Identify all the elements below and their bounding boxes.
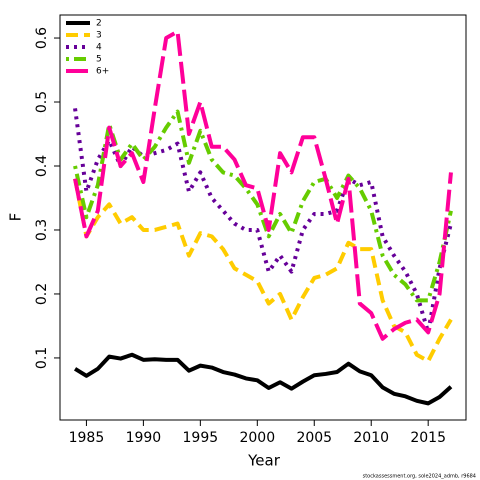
x-tick-label: 1995	[183, 430, 219, 446]
y-tick-label: 0.1	[34, 347, 50, 369]
y-tick-label: 0.4	[34, 155, 50, 177]
y-axis-label: F	[7, 213, 25, 222]
legend-label: 4	[96, 43, 102, 53]
legend-label: 2	[96, 19, 102, 29]
x-tick-label: 2010	[353, 430, 389, 446]
legend-label: 3	[96, 31, 102, 41]
y-tick-label: 0.5	[34, 91, 50, 113]
x-tick-label: 2000	[239, 430, 275, 446]
series-line	[73, 29, 453, 341]
series-line	[73, 178, 453, 364]
legend-label: 6+	[96, 67, 109, 77]
footer: stockassessment.org, sole2024_admb, r968…	[363, 474, 476, 480]
series-line	[73, 352, 453, 406]
x-tick-label: 1990	[126, 430, 162, 446]
y-tick-label: 0.2	[34, 283, 50, 305]
y-tick-label: 0.3	[34, 219, 50, 241]
x-axis-label: Year	[247, 452, 281, 470]
y-tick-label: 0.6	[34, 27, 50, 49]
series-line	[73, 109, 453, 303]
x-tick-label: 1985	[69, 430, 105, 446]
x-tick-label: 2015	[410, 430, 446, 446]
legend-label: 5	[96, 55, 102, 65]
plot-frame	[59, 14, 467, 421]
x-tick-label: 2005	[296, 430, 332, 446]
